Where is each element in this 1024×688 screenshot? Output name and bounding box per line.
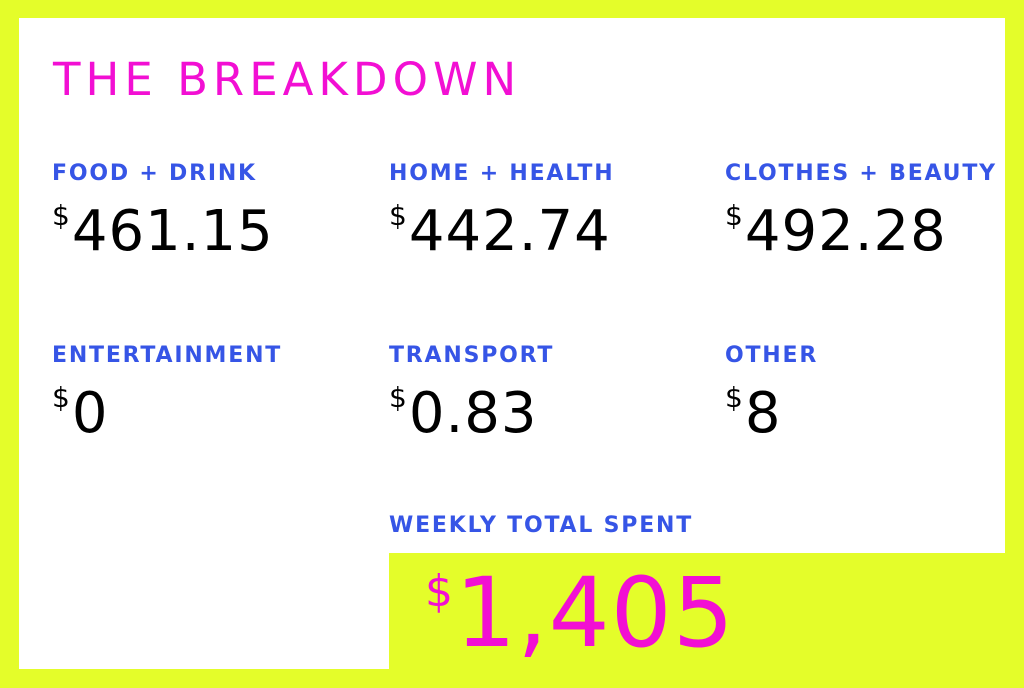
amount-value: 8 <box>744 381 782 446</box>
category-label: CLOTHES + BEAUTY <box>725 161 997 186</box>
category-amount: $492.28 <box>725 200 1024 264</box>
category-amount: $461.15 <box>52 200 352 264</box>
currency-symbol: $ <box>725 381 743 414</box>
category-amount: $442.74 <box>389 200 689 264</box>
category-label: FOOD + DRINK <box>52 161 257 186</box>
category-amount: $0.83 <box>389 382 689 446</box>
amount-value: 461.15 <box>71 199 274 264</box>
amount-value: 0 <box>71 381 109 446</box>
currency-symbol: $ <box>52 381 70 414</box>
amount-value: 0.83 <box>408 381 538 446</box>
currency-symbol: $ <box>389 199 407 232</box>
category-transport: TRANSPORT $0.83 <box>389 342 689 446</box>
white-panel-bottom-left <box>19 552 389 669</box>
weekly-total-amount: $1,405 <box>425 560 735 666</box>
category-label: HOME + HEALTH <box>389 161 615 186</box>
currency-symbol: $ <box>389 381 407 414</box>
category-label: TRANSPORT <box>389 343 555 368</box>
category-home-health: HOME + HEALTH $442.74 <box>389 160 689 264</box>
amount-value: 492.28 <box>744 199 947 264</box>
total-value: 1,405 <box>455 557 735 669</box>
breakdown-title: THE BREAKDOWN <box>53 53 522 106</box>
category-other: OTHER $8 <box>725 342 1024 446</box>
category-food-drink: FOOD + DRINK $461.15 <box>52 160 352 264</box>
category-clothes-beauty: CLOTHES + BEAUTY $492.28 <box>725 160 1024 264</box>
currency-symbol: $ <box>425 566 453 617</box>
category-amount: $0 <box>52 382 352 446</box>
category-label: ENTERTAINMENT <box>52 343 283 368</box>
white-panel-top <box>19 18 1005 553</box>
category-amount: $8 <box>725 382 1024 446</box>
amount-value: 442.74 <box>408 199 611 264</box>
currency-symbol: $ <box>725 199 743 232</box>
weekly-total-label: WEEKLY TOTAL SPENT <box>389 513 694 538</box>
category-label: OTHER <box>725 343 819 368</box>
currency-symbol: $ <box>52 199 70 232</box>
category-entertainment: ENTERTAINMENT $0 <box>52 342 352 446</box>
